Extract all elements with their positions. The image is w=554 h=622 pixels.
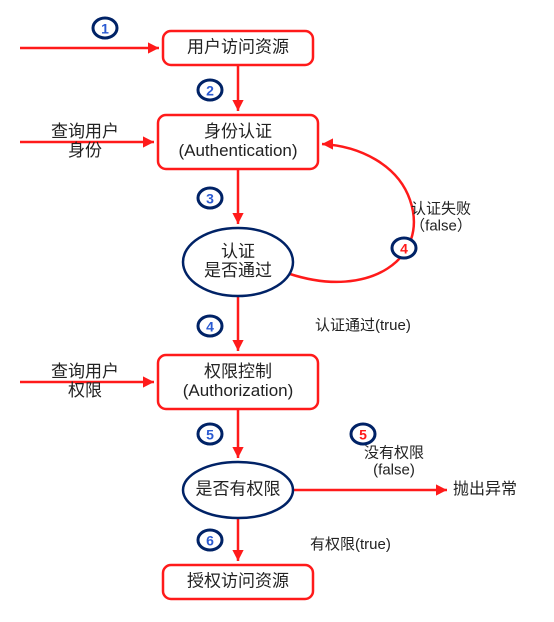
arrowhead-e4 (232, 340, 243, 351)
label-sl2-line1: 权限 (68, 381, 102, 400)
arrowhead-e8 (436, 484, 447, 495)
node-n3-line1: 是否通过 (204, 261, 272, 280)
arrowhead-e3 (232, 213, 243, 224)
node-n2-line1: (Authentication) (178, 141, 297, 160)
label-sl3-line1: （false） (410, 217, 472, 234)
arrowhead-e1 (232, 100, 243, 111)
label-sl5-line0: 没有权限 (364, 444, 424, 461)
label-sl1-line0: 查询用户 (51, 122, 119, 141)
label-sl7-line0: 有权限(true) (310, 536, 391, 553)
label-sl2-line0: 查询用户 (51, 362, 119, 381)
arrowhead-e2 (143, 136, 154, 147)
node-n5-line0: 是否有权限 (196, 479, 281, 498)
arrowhead-e7 (232, 550, 243, 561)
arrowhead-eLoop (322, 138, 333, 149)
badge-b5a-num: 5 (206, 427, 214, 443)
node-n6-line0: 授权访问资源 (187, 571, 289, 590)
node-n4-line0: 权限控制 (204, 362, 272, 381)
label-sl3-line0: 认证失败 (411, 200, 471, 217)
node-n3-line0: 认证 (221, 242, 255, 261)
arrowhead-e6 (232, 447, 243, 458)
label-sl1-line1: 身份 (68, 141, 102, 160)
badge-b3-num: 3 (206, 191, 214, 207)
badge-b6-num: 6 (206, 533, 214, 549)
badge-b2-num: 2 (206, 83, 214, 99)
badge-b4b-num: 4 (400, 241, 408, 257)
badge-b1-num: 1 (101, 21, 109, 37)
badge-b5b-num: 5 (359, 427, 367, 443)
arrowhead-e0 (148, 42, 159, 53)
node-n4-line1: (Authorization) (183, 381, 294, 400)
label-sl4-line0: 认证通过(true) (315, 317, 411, 334)
label-sl6-line0: 抛出异常 (453, 480, 517, 498)
arrowhead-e5 (143, 376, 154, 387)
node-n2-line0: 身份认证 (204, 122, 272, 141)
label-sl5-line1: (false) (373, 461, 415, 478)
badge-b4a-num: 4 (206, 319, 214, 335)
node-n1-line0: 用户访问资源 (187, 37, 289, 56)
